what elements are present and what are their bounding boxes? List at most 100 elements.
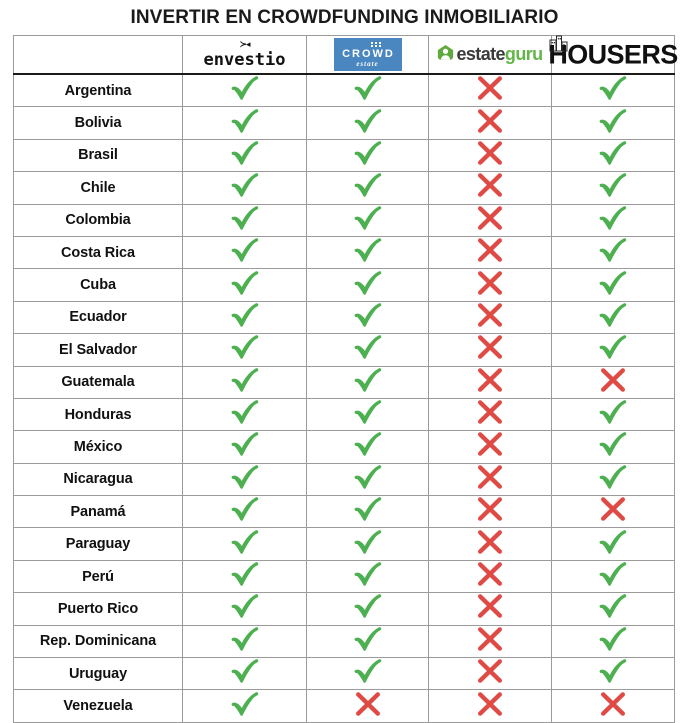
cross-icon <box>476 529 504 555</box>
availability-cell-estateguru <box>428 333 552 367</box>
check-icon <box>230 529 260 555</box>
header-estateguru: estate guru <box>428 35 552 75</box>
country-label: Uruguay <box>68 665 128 682</box>
availability-cell-housers <box>551 495 675 529</box>
availability-cell-envestio <box>182 430 307 464</box>
page-title: INVERTIR EN CROWDFUNDING INMOBILIARIO <box>130 7 559 28</box>
table-row: Uruguay <box>13 657 675 691</box>
availability-cell-housers <box>551 624 675 659</box>
check-icon <box>230 270 260 296</box>
check-icon <box>353 496 383 522</box>
cross-icon <box>476 431 504 457</box>
availability-cell-estateguru <box>428 171 552 205</box>
cross-icon <box>476 496 504 522</box>
housers-logo: HOUSERS <box>548 35 678 68</box>
estateguru-logo: estate guru <box>437 44 543 65</box>
header-row: ≻◂ envestio CROWD estate <box>13 35 678 75</box>
cross-icon <box>599 691 627 717</box>
check-icon <box>598 75 628 101</box>
country-label: El Salvador <box>59 341 137 358</box>
country-label: Panamá <box>70 503 126 520</box>
availability-cell-housers <box>551 235 675 270</box>
table-row: Paraguay <box>13 527 675 561</box>
availability-cell-crowdestate <box>306 300 429 335</box>
cross-icon <box>354 691 382 717</box>
cross-icon <box>476 302 504 328</box>
table-row: Cuba <box>13 268 675 302</box>
country-cell: Venezuela <box>13 689 183 723</box>
country-label: México <box>73 438 123 455</box>
availability-cell-crowdestate <box>306 73 429 108</box>
country-label: Costa Rica <box>61 244 135 261</box>
country-cell: Panamá <box>13 495 183 529</box>
availability-cell-crowdestate <box>306 559 429 594</box>
country-cell: Colombia <box>13 203 183 237</box>
availability-cell-envestio <box>182 657 307 691</box>
cross-icon <box>599 496 627 522</box>
check-icon <box>230 75 260 101</box>
check-icon <box>230 431 260 457</box>
cross-icon <box>476 334 504 360</box>
table-row: Rep. Dominicana <box>13 624 675 659</box>
check-icon <box>353 75 383 101</box>
check-icon <box>598 205 628 231</box>
header-country-blank <box>13 35 183 75</box>
check-icon <box>353 302 383 328</box>
check-icon <box>598 140 628 166</box>
country-cell: Guatemala <box>13 365 183 399</box>
envestio-wordmark: envestio <box>203 49 286 70</box>
availability-cell-estateguru <box>428 430 552 464</box>
check-icon <box>353 529 383 555</box>
availability-cell-crowdestate <box>306 592 429 626</box>
country-label: Nicaragua <box>63 471 133 488</box>
table-row: Argentina <box>13 73 675 108</box>
check-icon <box>230 464 260 490</box>
table-body: Argentina Bolivia Brasil Chile Colombia Costa… <box>13 73 675 723</box>
availability-cell-housers <box>551 689 675 723</box>
check-icon <box>230 626 260 652</box>
check-icon <box>353 237 383 263</box>
availability-cell-housers <box>551 527 675 561</box>
availability-cell-estateguru <box>428 397 552 432</box>
availability-cell-crowdestate <box>306 462 429 497</box>
availability-cell-envestio <box>182 527 307 561</box>
header-envestio: ≻◂ envestio <box>182 35 307 75</box>
country-label: Perú <box>82 568 114 585</box>
availability-cell-estateguru <box>428 106 552 140</box>
availability-cell-housers <box>551 333 675 367</box>
cross-icon <box>476 172 504 198</box>
table-row: El Salvador <box>13 333 675 367</box>
availability-cell-crowdestate <box>306 397 429 432</box>
country-label: Venezuela <box>63 698 133 715</box>
table-row: Costa Rica <box>13 235 675 270</box>
country-cell: Honduras <box>13 397 183 432</box>
table-row: Brasil <box>13 138 675 173</box>
country-cell: Nicaragua <box>13 462 183 497</box>
availability-cell-housers <box>551 559 675 594</box>
availability-cell-envestio <box>182 138 307 173</box>
country-cell: El Salvador <box>13 333 183 367</box>
check-icon <box>230 367 260 393</box>
cross-icon <box>476 75 504 101</box>
availability-cell-crowdestate <box>306 106 429 140</box>
check-icon <box>353 140 383 166</box>
check-icon <box>353 593 383 619</box>
availability-cell-estateguru <box>428 73 552 108</box>
check-icon <box>598 270 628 296</box>
country-cell: Uruguay <box>13 657 183 691</box>
table-header: ≻◂ envestio CROWD estate <box>13 35 678 75</box>
check-icon <box>230 108 260 134</box>
availability-cell-estateguru <box>428 527 552 561</box>
availability-cell-housers <box>551 171 675 205</box>
check-icon <box>353 561 383 587</box>
check-icon <box>230 658 260 684</box>
availability-cell-crowdestate <box>306 527 429 561</box>
availability-cell-envestio <box>182 203 307 237</box>
availability-cell-housers <box>551 203 675 237</box>
availability-cell-estateguru <box>428 203 552 237</box>
table-row: México <box>13 430 675 464</box>
availability-cell-housers <box>551 462 675 497</box>
country-label: Argentina <box>64 82 132 99</box>
availability-cell-estateguru <box>428 235 552 270</box>
